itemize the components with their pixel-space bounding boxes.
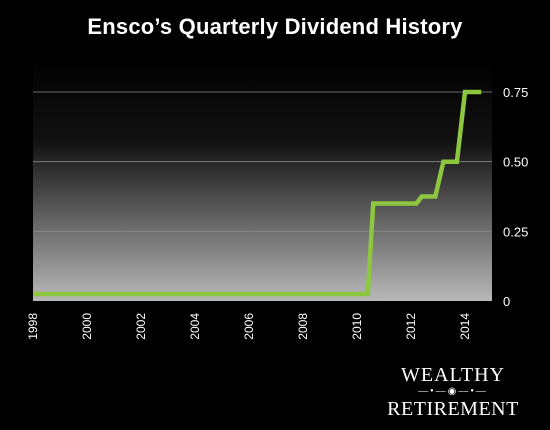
x-tick-label: 2002 (134, 313, 148, 340)
x-tick-label: 2004 (188, 313, 202, 340)
chart-title: Ensco’s Quarterly Dividend History (87, 14, 463, 39)
plot-background (33, 57, 492, 301)
x-tick-label: 2012 (404, 313, 418, 340)
y-tick-label: 0.25 (503, 224, 528, 239)
y-tick-label: 0.50 (503, 155, 528, 170)
brand-logo: WEALTHY —•—◉—•— RETIREMENT (378, 364, 528, 420)
x-tick-label: 2008 (296, 313, 310, 340)
x-tick-label: 2000 (80, 313, 94, 340)
y-tick-label: 0.75 (503, 85, 528, 100)
brand-ornament: —•—◉—•— (418, 386, 488, 397)
dividend-series-line (33, 89, 482, 297)
x-tick-label: 2014 (458, 313, 472, 340)
x-tick-label: 2006 (242, 313, 256, 340)
x-tick-label: 2010 (350, 313, 364, 340)
x-tick-label: 1998 (26, 313, 40, 340)
brand-line1: WEALTHY (400, 364, 506, 386)
brand-line2: RETIREMENT (387, 398, 519, 420)
y-tick-label: 0 (503, 294, 510, 309)
